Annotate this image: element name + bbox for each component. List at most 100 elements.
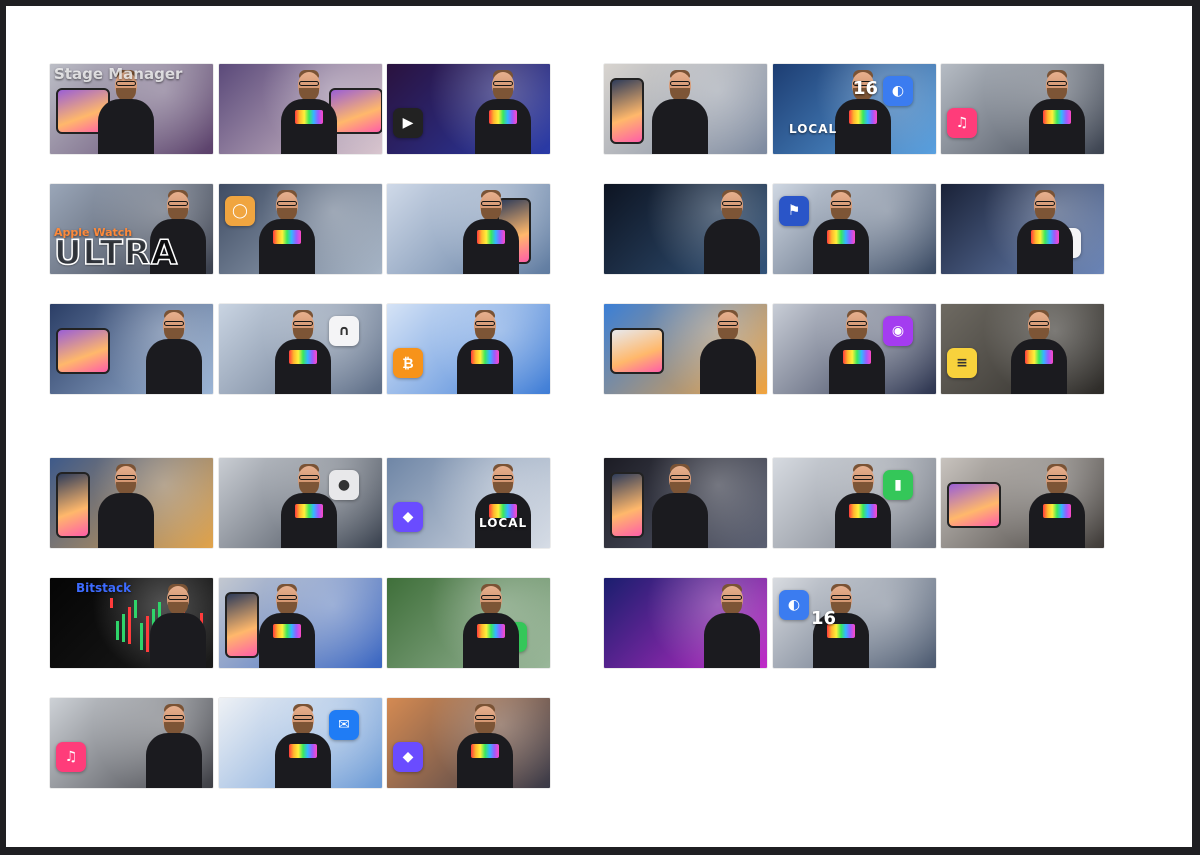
video-thumbnail[interactable]: ●	[219, 458, 382, 548]
apple-watch-icon: ◯	[225, 196, 255, 226]
notes-icon: ≡	[947, 348, 977, 378]
video-thumbnail[interactable]	[604, 304, 767, 394]
video-thumbnail[interactable]: ₿	[387, 304, 550, 394]
video-thumbnail[interactable]: ◯	[219, 184, 382, 274]
presenter-figure	[463, 186, 519, 274]
candlestick-bar	[134, 600, 137, 618]
thumbnail-overlay-text: ULTRA	[53, 233, 179, 273]
presenter-figure	[275, 700, 331, 788]
video-thumbnail[interactable]	[604, 458, 767, 548]
video-thumbnail[interactable]: ◆	[387, 698, 550, 788]
presenter-figure	[813, 186, 869, 274]
video-thumbnail[interactable]	[387, 184, 550, 274]
macbook-icon	[610, 328, 664, 374]
video-thumbnail[interactable]: ◉	[773, 304, 936, 394]
presenter-figure	[652, 460, 708, 548]
presenter-figure	[835, 460, 891, 548]
iphone-icon	[225, 592, 259, 658]
video-thumbnail[interactable]: ⚑	[773, 184, 936, 274]
presenter-figure	[150, 580, 206, 668]
presenter-figure	[475, 66, 531, 154]
video-thumbnail[interactable]	[50, 304, 213, 394]
presenter-figure	[259, 580, 315, 668]
music-icon: ♫	[947, 108, 977, 138]
candlestick-bar	[110, 598, 113, 608]
candlestick-bar	[146, 616, 149, 652]
music-icon: ♫	[56, 742, 86, 772]
flag-icon: ⚑	[779, 196, 809, 226]
iphone-icon	[610, 472, 644, 538]
presenter-figure	[463, 580, 519, 668]
presenter-figure	[98, 460, 154, 548]
candlestick-bar	[128, 607, 131, 644]
shortcuts-icon: ◆	[393, 502, 423, 532]
presenter-figure	[1017, 186, 1073, 274]
presenter-figure	[457, 306, 513, 394]
presenter-figure	[146, 306, 202, 394]
thumbnail-overlay-text: LOCAL	[789, 122, 838, 136]
thumbnail-overlay-text: Apple Watch	[54, 226, 133, 239]
presenter-figure	[652, 66, 708, 154]
video-thumbnail[interactable]: ◐ 16	[773, 578, 936, 668]
presenter-figure	[1029, 66, 1085, 154]
ipad-icon	[947, 482, 1001, 528]
apple-tv-icon: ▶	[393, 108, 423, 138]
video-thumbnail[interactable]: ◆ LOCAL	[387, 458, 550, 548]
airpods-icon: ∩	[329, 316, 359, 346]
video-thumbnail[interactable]	[219, 64, 382, 154]
presenter-figure	[275, 306, 331, 394]
podcast-icon: ◉	[883, 316, 913, 346]
candlestick-bar	[122, 614, 125, 642]
video-thumbnail[interactable]: ≡	[941, 304, 1104, 394]
presenter-figure	[146, 700, 202, 788]
video-thumbnail[interactable]: ✉	[387, 578, 550, 668]
video-thumbnail[interactable]: ∩	[604, 578, 767, 668]
iphone-icon	[56, 472, 90, 538]
presenter-figure	[259, 186, 315, 274]
video-thumbnail[interactable]: Stage Manager	[50, 64, 213, 154]
video-thumbnail[interactable]	[941, 458, 1104, 548]
video-thumbnail[interactable]: ✉	[219, 698, 382, 788]
presenter-figure	[704, 186, 760, 274]
ios16-icon: ◐	[883, 76, 913, 106]
presenter-figure	[457, 700, 513, 788]
video-thumbnail[interactable]: ♫	[941, 64, 1104, 154]
candlestick-bar	[116, 621, 119, 640]
presenter-figure	[1011, 306, 1067, 394]
thumbnail-overlay-text: 16	[853, 78, 879, 99]
presenter-figure	[281, 460, 337, 548]
shortcuts-icon: ◆	[393, 742, 423, 772]
ipad-icon	[56, 328, 110, 374]
presenter-figure	[1029, 460, 1085, 548]
presenter-figure	[829, 306, 885, 394]
presenter-figure	[98, 66, 154, 154]
thumbnail-overlay-text: 16	[811, 608, 837, 629]
presenter-figure	[281, 66, 337, 154]
presenter-figure	[835, 66, 891, 154]
candlestick-bar	[140, 623, 143, 650]
mail-icon: ✉	[329, 710, 359, 740]
video-thumbnail[interactable]: ▶	[387, 64, 550, 154]
presenter-figure	[813, 580, 869, 668]
video-thumbnail[interactable]: ◐ LOCAL 16	[773, 64, 936, 154]
video-thumbnail[interactable]	[219, 578, 382, 668]
presenter-figure	[475, 460, 531, 548]
video-thumbnail[interactable]	[50, 458, 213, 548]
video-thumbnail[interactable]: ▮	[773, 458, 936, 548]
video-thumbnail[interactable]	[604, 64, 767, 154]
battery-icon: ▮	[883, 470, 913, 500]
video-thumbnail[interactable]: ∩	[219, 304, 382, 394]
ios16-icon: ◐	[779, 590, 809, 620]
video-thumbnail[interactable]: ◯	[604, 184, 767, 274]
presenter-figure	[704, 580, 760, 668]
iphone-icon	[610, 78, 644, 144]
video-thumbnail[interactable]: ∩	[941, 184, 1104, 274]
presenter-figure	[150, 186, 206, 274]
video-thumbnail[interactable]: ₿Bitstack	[50, 578, 213, 668]
candlestick-bar	[152, 609, 155, 626]
bitcoin-icon: ₿	[393, 348, 423, 378]
thumbnail-overlay-text: LOCAL	[479, 516, 528, 530]
video-thumbnail[interactable]: ♫	[50, 698, 213, 788]
